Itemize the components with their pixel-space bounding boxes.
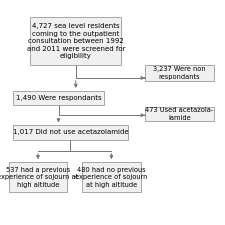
FancyBboxPatch shape <box>9 162 67 192</box>
Text: 537 had a previous
experience of sojourn at
high altitude: 537 had a previous experience of sojourn… <box>0 167 79 188</box>
FancyBboxPatch shape <box>145 107 214 121</box>
Text: 3,237 Were non
respondants: 3,237 Were non respondants <box>153 66 206 80</box>
FancyBboxPatch shape <box>145 65 214 81</box>
Text: 1,490 Were respondants: 1,490 Were respondants <box>16 95 101 101</box>
Text: 480 had no previous
experience of sojourn
at high altitude: 480 had no previous experience of sojour… <box>75 167 148 188</box>
FancyBboxPatch shape <box>13 126 128 140</box>
FancyBboxPatch shape <box>82 162 141 192</box>
FancyBboxPatch shape <box>30 18 121 65</box>
Text: 4,727 sea level residents
coming to the outpatient
consultation between 1992
and: 4,727 sea level residents coming to the … <box>27 23 125 59</box>
FancyBboxPatch shape <box>13 91 104 105</box>
Text: 473 Used acetazola-
lamide: 473 Used acetazola- lamide <box>145 107 214 121</box>
Text: 1,017 Did not use acetazolamide: 1,017 Did not use acetazolamide <box>13 129 128 135</box>
